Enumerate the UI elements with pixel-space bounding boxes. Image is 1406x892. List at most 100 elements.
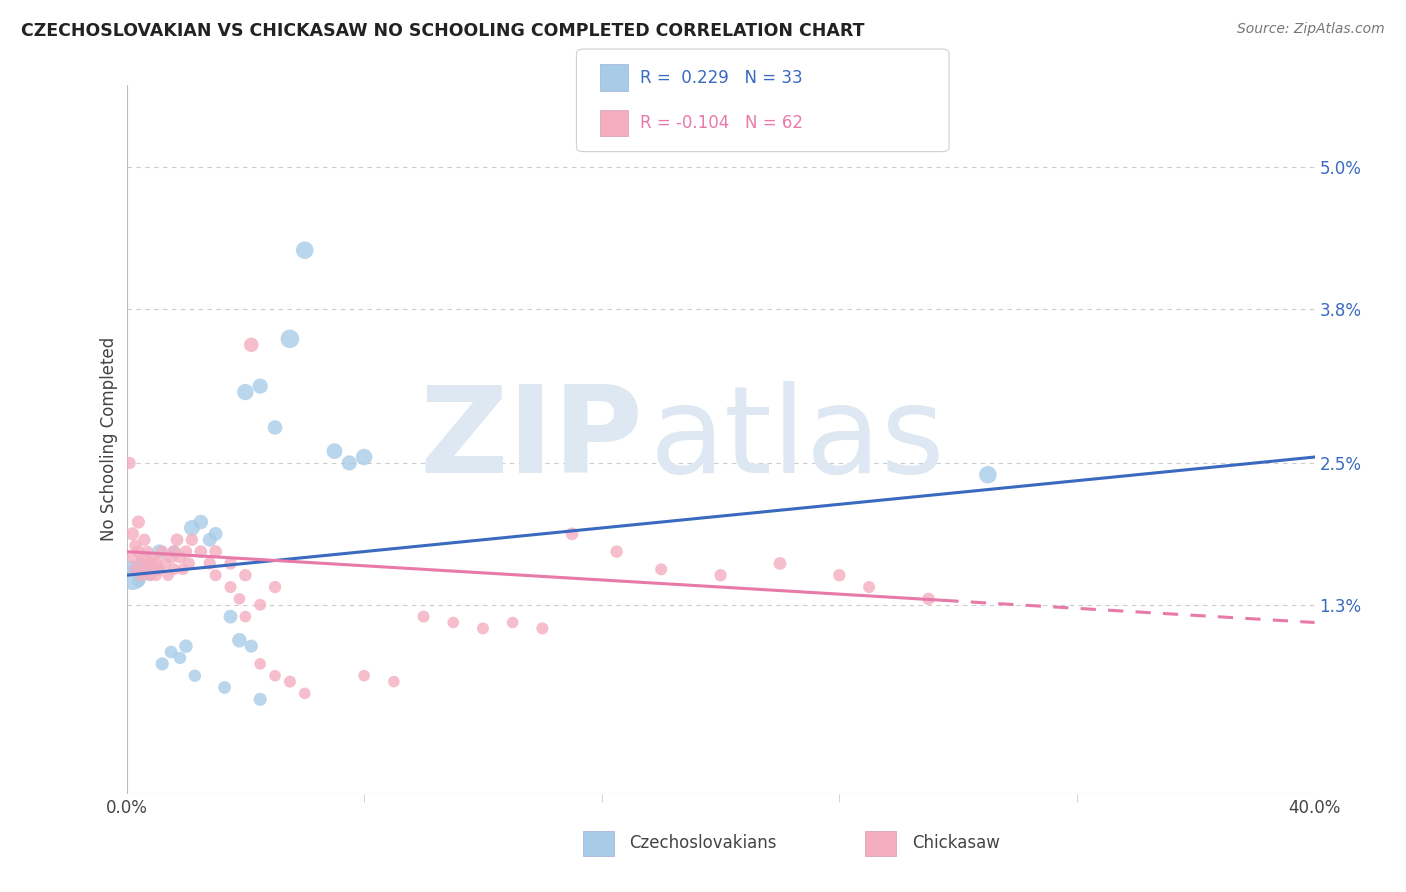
Point [131,568,153,582]
Point [150,544,173,558]
Point [977,467,1000,482]
Point [134,533,156,547]
Point [233,385,256,400]
Point [169,651,191,665]
Point [249,692,271,706]
Point [249,657,271,671]
Point [264,669,287,683]
Point [139,568,162,582]
Point [131,557,153,571]
Point [174,639,197,653]
Point [153,557,176,571]
Point [531,621,554,635]
Point [118,456,141,470]
Point [264,420,287,434]
Point [177,557,200,571]
Point [180,521,202,535]
Point [160,550,183,565]
Point [148,562,170,576]
Point [166,533,188,547]
Text: Czechoslovakians: Czechoslovakians [630,834,776,852]
Point [204,544,226,558]
Point [124,562,146,576]
Point [858,580,880,594]
Point [163,544,186,558]
Point [190,544,212,558]
Point [134,550,156,565]
Point [337,456,360,470]
Point [145,562,167,576]
Point [174,544,197,558]
Point [124,562,146,576]
Point [606,544,628,558]
Point [131,557,153,571]
Point [249,379,271,393]
Point [148,544,170,558]
Text: Chickasaw: Chickasaw [912,834,1000,852]
Point [121,568,143,582]
Point [134,565,156,579]
Point [127,515,149,529]
Point [139,568,162,582]
Point [160,645,183,659]
Point [145,557,167,571]
Point [412,609,434,624]
Point [198,557,221,571]
Point [127,574,149,589]
Point [709,568,731,582]
Text: R = -0.104   N = 62: R = -0.104 N = 62 [640,114,803,132]
Point [198,533,221,547]
Point [204,526,226,541]
Point [228,633,250,648]
Point [917,591,939,606]
Point [219,557,242,571]
Point [172,562,194,576]
Point [163,562,186,576]
Point [353,669,375,683]
Point [169,550,191,565]
Text: R =  0.229   N = 33: R = 0.229 N = 33 [640,69,803,87]
Text: CZECHOSLOVAKIAN VS CHICKASAW NO SCHOOLING COMPLETED CORRELATION CHART: CZECHOSLOVAKIAN VS CHICKASAW NO SCHOOLIN… [21,22,865,40]
Point [278,332,301,346]
Point [278,674,301,689]
Point [471,621,495,635]
Point [240,639,263,653]
Point [228,591,250,606]
Point [150,657,173,671]
Point [136,562,159,576]
Point [121,526,143,541]
Point [561,526,583,541]
Point [240,338,263,352]
Point [136,544,159,558]
Point [353,450,375,464]
Point [163,544,186,558]
Point [219,609,242,624]
Point [769,557,792,571]
Point [184,669,207,683]
Point [233,568,256,582]
Point [233,609,256,624]
Text: atlas: atlas [650,381,945,498]
Y-axis label: No Schooling Completed: No Schooling Completed [100,337,118,541]
Point [294,686,316,700]
Point [502,615,524,630]
Point [157,568,180,582]
Point [145,568,167,582]
Point [441,615,464,630]
Point [124,539,146,553]
Point [214,681,236,695]
Point [180,533,202,547]
Point [219,580,242,594]
Point [249,598,271,612]
Point [323,444,346,458]
Point [142,550,165,565]
Point [204,568,226,582]
Text: ZIP: ZIP [419,381,644,498]
Point [127,544,149,558]
Point [190,515,212,529]
Point [264,580,287,594]
Point [294,244,316,258]
Point [650,562,672,576]
Point [139,557,162,571]
Point [382,674,405,689]
